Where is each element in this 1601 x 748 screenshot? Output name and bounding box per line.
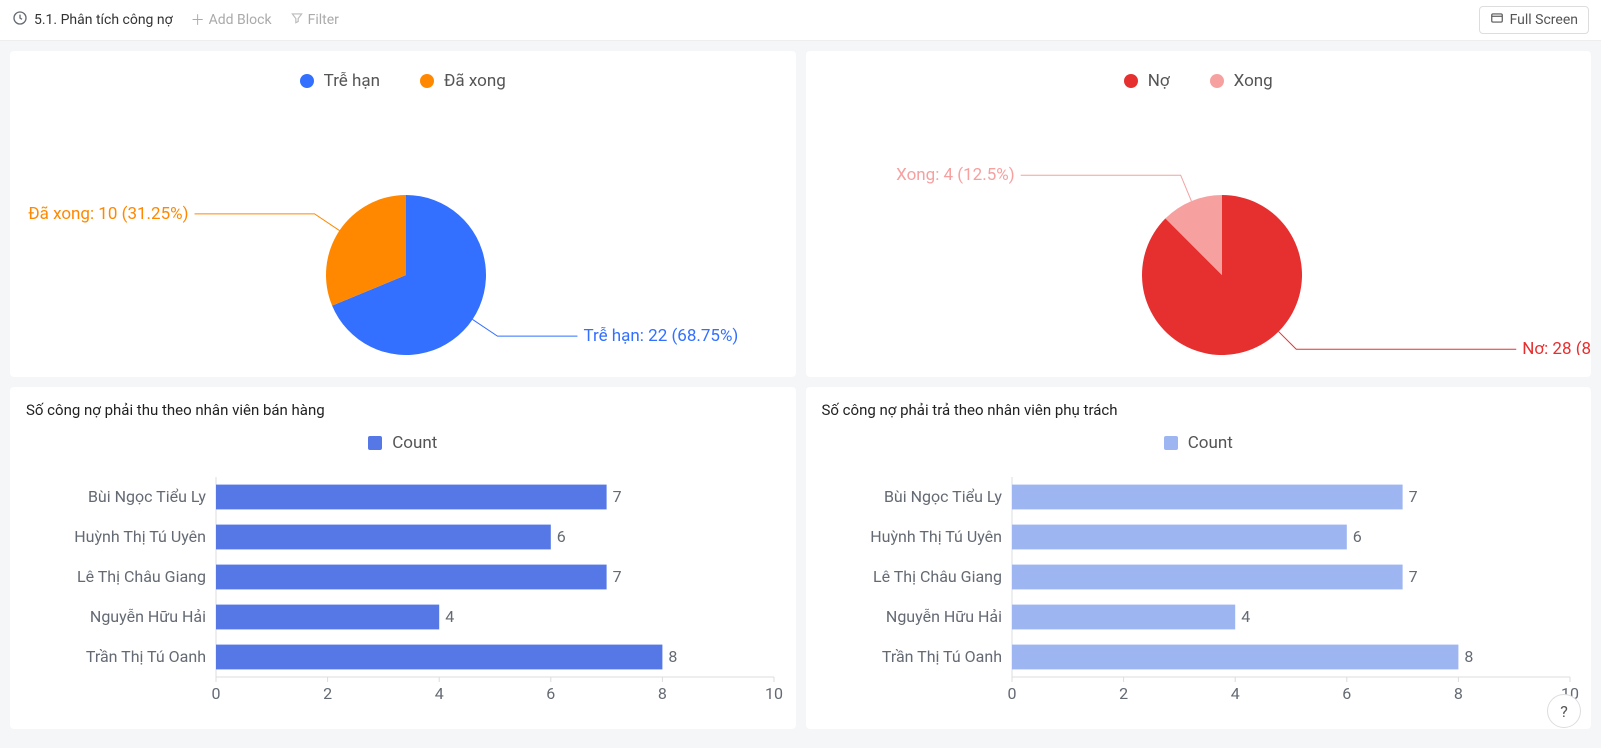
legend-dot-icon xyxy=(300,74,314,88)
bar1-title: Số công nợ phải thu theo nhân viên bán h… xyxy=(26,401,780,419)
svg-text:0: 0 xyxy=(1007,684,1016,703)
bar2-legend: Count xyxy=(822,427,1576,467)
svg-text:0: 0 xyxy=(212,684,221,703)
pie2-legend: Nợ Xong xyxy=(822,65,1576,105)
svg-text:Đã xong: 10 (31.25%): Đã xong: 10 (31.25%) xyxy=(28,204,188,224)
svg-text:Nguyễn Hữu Hải: Nguyễn Hữu Hải xyxy=(90,607,206,626)
svg-text:Lê Thị Châu Giang: Lê Thị Châu Giang xyxy=(872,567,1001,586)
svg-text:Xong: 4 (12.5%): Xong: 4 (12.5%) xyxy=(896,165,1015,185)
legend-item[interactable]: Đã xong xyxy=(420,71,506,91)
bar2-title: Số công nợ phải trả theo nhân viên phụ t… xyxy=(822,401,1576,419)
legend-label: Count xyxy=(1188,433,1233,453)
pie-card-late-done: Trễ hạn Đã xong Trễ hạn: 22 (68.75%) Đã x… xyxy=(10,51,796,377)
legend-label: Trễ hạn xyxy=(324,71,380,91)
svg-text:Huỳnh Thị Tú Uyên: Huỳnh Thị Tú Uyên xyxy=(74,527,206,546)
add-block-label: Add Block xyxy=(209,12,272,28)
legend-dot-icon xyxy=(1210,74,1224,88)
pie2-chart: Xong: 4 (12.5%) Nợ: 28 (87.5%) xyxy=(822,105,1592,355)
svg-text:Nợ: 28 (87.5%): Nợ: 28 (87.5%) xyxy=(1522,339,1591,355)
legend-item[interactable]: Count xyxy=(368,433,437,453)
toolbar: 5.1. Phân tích công nợ ＋ Add Block Filte… xyxy=(0,0,1601,41)
svg-text:2: 2 xyxy=(323,684,332,703)
svg-text:8: 8 xyxy=(658,684,667,703)
fullscreen-label: Full Screen xyxy=(1510,12,1578,28)
plus-icon: ＋ xyxy=(191,10,205,30)
svg-text:8: 8 xyxy=(1464,647,1473,666)
clock-icon xyxy=(12,10,28,30)
svg-text:Huỳnh Thị Tú Uyên: Huỳnh Thị Tú Uyên xyxy=(870,527,1002,546)
bar2-chart: 0246810Bùi Ngọc Tiểu Ly7Huỳnh Thị Tú Uyê… xyxy=(822,467,1582,707)
svg-text:8: 8 xyxy=(1453,684,1462,703)
legend-dot-icon xyxy=(1124,74,1138,88)
legend-dot-icon xyxy=(420,74,434,88)
svg-text:4: 4 xyxy=(435,684,444,703)
svg-text:Trần Thị Tú Oanh: Trần Thị Tú Oanh xyxy=(86,647,206,666)
page-title-text: 5.1. Phân tích công nợ xyxy=(34,12,173,28)
pie1-chart: Trễ hạn: 22 (68.75%) Đã xong: 10 (31.25%) xyxy=(26,105,796,355)
svg-text:2: 2 xyxy=(1119,684,1128,703)
pie1-legend: Trễ hạn Đã xong xyxy=(26,65,780,105)
dashboard-grid: Trễ hạn Đã xong Trễ hạn: 22 (68.75%) Đã x… xyxy=(0,41,1601,739)
legend-label: Count xyxy=(392,433,437,453)
svg-text:Trễ hạn: 22 (68.75%): Trễ hạn: 22 (68.75%) xyxy=(583,326,738,346)
pie-card-debt-done: Nợ Xong Xong: 4 (12.5%) Nợ: 28 (87.5%) xyxy=(806,51,1592,377)
legend-label: Đã xong xyxy=(444,71,506,91)
legend-square-icon xyxy=(1164,436,1178,450)
add-block-button[interactable]: ＋ Add Block xyxy=(191,10,272,30)
svg-text:7: 7 xyxy=(613,487,622,506)
svg-text:10: 10 xyxy=(765,684,783,703)
svg-text:Bùi Ngọc Tiểu Ly: Bùi Ngọc Tiểu Ly xyxy=(88,487,206,506)
svg-text:6: 6 xyxy=(557,527,566,546)
bar1-chart: 0 2 4 6 8 10 Bùi Ngọc Tiểu Ly 7 Huỳnh Thị Tú Uyê… xyxy=(26,467,786,707)
legend-item[interactable]: Trễ hạn xyxy=(300,71,380,91)
legend-item[interactable]: Nợ xyxy=(1124,71,1170,91)
legend-label: Nợ xyxy=(1148,71,1170,91)
page-title: 5.1. Phân tích công nợ xyxy=(12,10,173,30)
filter-button[interactable]: Filter xyxy=(290,11,339,29)
svg-text:8: 8 xyxy=(668,647,677,666)
bar-card-payable: Số công nợ phải trả theo nhân viên phụ t… xyxy=(806,387,1592,729)
svg-text:Trần Thị Tú Oanh: Trần Thị Tú Oanh xyxy=(881,647,1001,666)
legend-label: Xong xyxy=(1234,71,1273,91)
legend-item[interactable]: Xong xyxy=(1210,71,1273,91)
svg-text:7: 7 xyxy=(1408,487,1417,506)
help-icon: ? xyxy=(1560,702,1568,721)
svg-text:4: 4 xyxy=(1241,607,1250,626)
filter-label: Filter xyxy=(308,12,339,28)
svg-text:Lê Thị Châu Giang: Lê Thị Châu Giang xyxy=(77,567,206,586)
svg-text:Bùi Ngọc Tiểu Ly: Bùi Ngọc Tiểu Ly xyxy=(883,487,1001,506)
legend-item[interactable]: Count xyxy=(1164,433,1233,453)
help-button[interactable]: ? xyxy=(1547,694,1581,728)
svg-text:Nguyễn Hữu Hải: Nguyễn Hữu Hải xyxy=(885,607,1001,626)
svg-text:6: 6 xyxy=(1342,684,1351,703)
svg-text:6: 6 xyxy=(1352,527,1361,546)
filter-icon xyxy=(290,11,304,29)
svg-text:7: 7 xyxy=(613,567,622,586)
fullscreen-icon xyxy=(1490,11,1504,29)
legend-square-icon xyxy=(368,436,382,450)
svg-text:7: 7 xyxy=(1408,567,1417,586)
bar-card-receivable: Số công nợ phải thu theo nhân viên bán h… xyxy=(10,387,796,729)
svg-text:4: 4 xyxy=(445,607,454,626)
svg-text:4: 4 xyxy=(1230,684,1239,703)
bar1-legend: Count xyxy=(26,427,780,467)
svg-text:6: 6 xyxy=(546,684,555,703)
fullscreen-button[interactable]: Full Screen xyxy=(1479,6,1589,34)
